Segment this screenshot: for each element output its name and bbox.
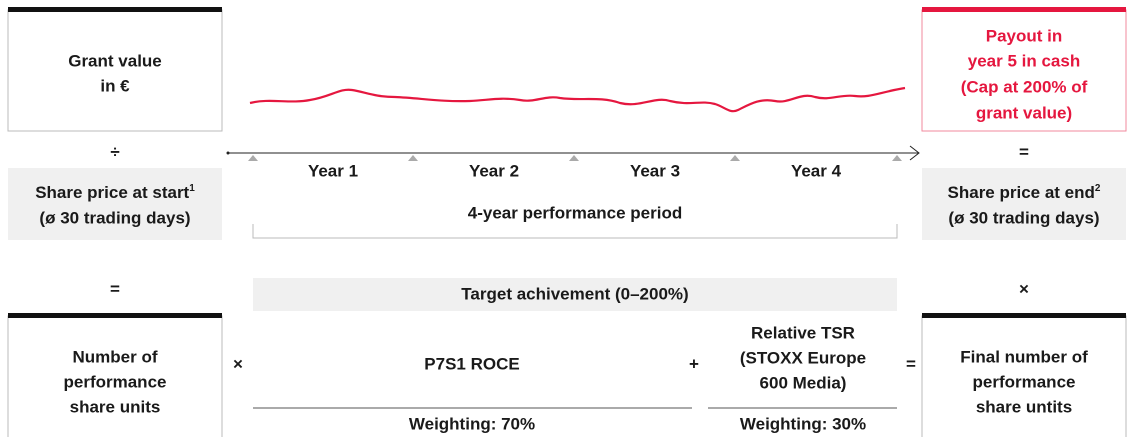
units-box — [7, 315, 223, 437]
operator: = — [1019, 142, 1029, 161]
year-label: Year 1 — [308, 161, 358, 180]
operator: + — [689, 354, 699, 373]
period-bracket — [252, 224, 898, 239]
share-price-sub: (ø 30 trading days) — [948, 208, 1099, 227]
units-text: share units — [70, 397, 161, 416]
grant-bar — [8, 7, 222, 12]
share-price-box — [922, 168, 1126, 240]
units-bar — [8, 313, 222, 318]
timeline-markers — [248, 155, 902, 161]
footnote: 2 — [1095, 183, 1101, 194]
grant-box — [7, 9, 223, 132]
final-units-text: share untits — [976, 397, 1072, 416]
year-label: Year 4 — [791, 161, 842, 180]
share-price-label: Share price at start — [35, 183, 189, 202]
weight-label: Weighting: 70% — [409, 414, 535, 433]
tsr-label: 600 Media) — [760, 373, 847, 392]
share-price-curve — [249, 86, 906, 113]
final-units-text: performance — [973, 372, 1076, 391]
weight-label: Weighting: 30% — [740, 414, 866, 433]
timeline-start — [226, 151, 230, 155]
share-price-text: Share price at end2 — [948, 183, 1101, 203]
payout-text: grant value) — [976, 103, 1072, 122]
final-units-box — [921, 315, 1127, 437]
roce-label: P7S1 ROCE — [424, 354, 519, 373]
tsr-label: Relative TSR — [751, 323, 855, 342]
period-label: 4-year performance period — [468, 203, 682, 222]
target-bar — [253, 278, 897, 311]
year-label: Year 3 — [630, 161, 680, 180]
grant-text: in € — [100, 76, 130, 95]
operator: = — [110, 279, 120, 298]
operator: ÷ — [110, 142, 119, 161]
grant-text: Grant value — [68, 51, 162, 70]
share-price-text: Share price at start1 — [35, 183, 195, 203]
units-text: performance — [64, 372, 167, 391]
operator: × — [1019, 279, 1029, 298]
tsr-label: (STOXX Europe — [740, 348, 866, 367]
year-label: Year 2 — [469, 161, 519, 180]
timeline-arrow — [909, 145, 920, 161]
share-price-sub: (ø 30 trading days) — [39, 208, 190, 227]
operator: × — [233, 354, 243, 373]
share-price-box — [8, 168, 222, 240]
share-price-label: Share price at end — [948, 183, 1095, 202]
units-text: Number of — [73, 347, 158, 366]
final-units-bar — [922, 313, 1126, 318]
target-label: Target achivement (0–200%) — [461, 284, 688, 303]
payout-text: year 5 in cash — [968, 51, 1080, 70]
payout-bar — [922, 7, 1126, 12]
payout-box — [921, 9, 1127, 132]
operator: = — [906, 354, 916, 373]
payout-text: Payout in — [986, 26, 1063, 45]
final-units-text: Final number of — [960, 347, 1088, 366]
footnote: 1 — [189, 183, 195, 194]
payout-text: (Cap at 200% of — [961, 77, 1088, 96]
